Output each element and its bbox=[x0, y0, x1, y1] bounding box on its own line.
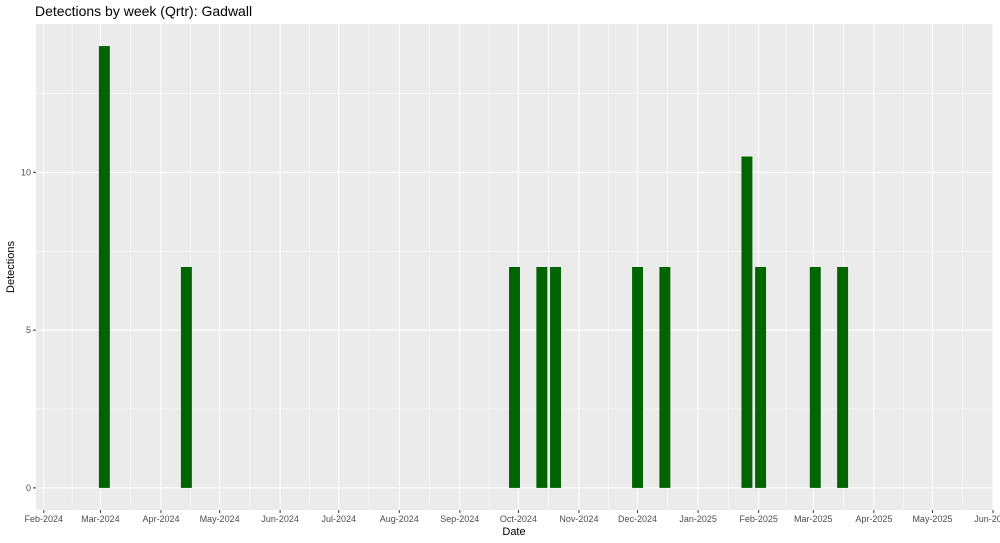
x-tick-label: Jun-2024 bbox=[261, 514, 299, 524]
x-tick-label: Mar-2024 bbox=[81, 514, 120, 524]
x-tick-label: Aug-2024 bbox=[380, 514, 419, 524]
x-tick-label: Apr-2024 bbox=[142, 514, 179, 524]
x-tick-label: May-2025 bbox=[912, 514, 952, 524]
x-tick-label: Jul-2024 bbox=[321, 514, 356, 524]
y-axis-title: Detections bbox=[5, 241, 17, 293]
bar bbox=[741, 156, 753, 488]
bar bbox=[180, 267, 192, 488]
bar bbox=[837, 267, 849, 488]
bar bbox=[659, 267, 671, 488]
bars bbox=[98, 46, 849, 488]
y-tick-label: 0 bbox=[26, 483, 31, 493]
bar bbox=[536, 267, 548, 488]
x-tick-label: Feb-2025 bbox=[739, 514, 778, 524]
y-axis: 0 5 10 bbox=[21, 167, 36, 493]
x-tick-label: Oct-2024 bbox=[500, 514, 537, 524]
x-tick-label: Feb-2024 bbox=[25, 514, 64, 524]
bar bbox=[809, 267, 821, 488]
y-tick-label: 10 bbox=[21, 167, 31, 177]
bar bbox=[755, 267, 767, 488]
x-axis-title: Date bbox=[502, 526, 525, 538]
x-tick-label: Jan-2025 bbox=[679, 514, 717, 524]
chart-title: Detections by week (Qrtr): Gadwall bbox=[35, 3, 252, 19]
bar bbox=[550, 267, 561, 488]
y-tick-label: 5 bbox=[26, 325, 31, 335]
bar bbox=[632, 267, 644, 488]
x-tick-label: Nov-2024 bbox=[559, 514, 598, 524]
x-tick-label: Apr-2025 bbox=[855, 514, 892, 524]
bar bbox=[509, 267, 520, 488]
x-tick-label: Sep-2024 bbox=[440, 514, 479, 524]
x-tick-label: Jun-2025 bbox=[974, 514, 1000, 524]
x-tick-label: May-2024 bbox=[200, 514, 240, 524]
bar bbox=[98, 46, 110, 488]
x-axis: Feb-2024 Mar-2024 Apr-2024 May-2024 Jun-2024… bbox=[25, 510, 1000, 524]
x-tick-label: Dec-2024 bbox=[618, 514, 657, 524]
x-tick-label: Mar-2025 bbox=[794, 514, 833, 524]
